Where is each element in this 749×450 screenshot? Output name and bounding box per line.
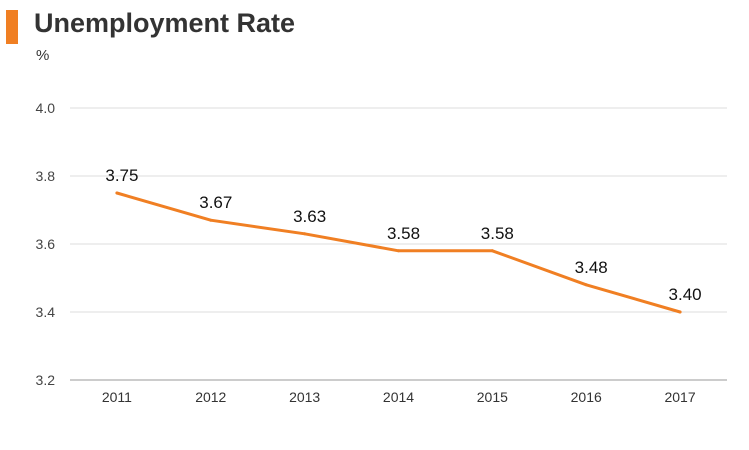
y-tick-label: 3.8 — [36, 168, 56, 184]
data-point — [397, 249, 400, 253]
x-tick-label: 2013 — [289, 389, 320, 405]
x-tick-label: 2012 — [195, 389, 226, 405]
data-point — [678, 310, 682, 314]
x-tick-label: 2014 — [383, 389, 414, 405]
x-tick-label: 2011 — [102, 389, 132, 405]
x-tick-label: 2017 — [664, 389, 695, 405]
data-point — [303, 232, 307, 236]
chart-header: Unemployment Rate — [0, 0, 749, 46]
data-point — [490, 249, 494, 253]
data-label: 3.40 — [669, 285, 702, 304]
chart-title: Unemployment Rate — [34, 8, 296, 38]
y-tick-label: 3.4 — [36, 304, 56, 320]
data-label: 3.58 — [481, 224, 514, 243]
x-tick-label: 2015 — [477, 389, 508, 405]
data-label: 3.63 — [293, 207, 326, 226]
y-tick-label: 3.6 — [36, 236, 56, 252]
y-tick-label: 4.0 — [36, 100, 56, 116]
data-label: 3.75 — [105, 166, 138, 185]
title-accent-bar — [6, 10, 18, 44]
data-point — [115, 191, 119, 195]
data-point — [209, 218, 213, 222]
data-point — [584, 283, 588, 287]
data-label: 3.58 — [387, 224, 420, 243]
data-label: 3.48 — [575, 258, 608, 277]
y-tick-label: 3.2 — [36, 372, 56, 388]
x-tick-label: 2016 — [571, 389, 602, 405]
data-label: 3.67 — [199, 193, 232, 212]
y-axis-unit: % — [36, 47, 50, 64]
